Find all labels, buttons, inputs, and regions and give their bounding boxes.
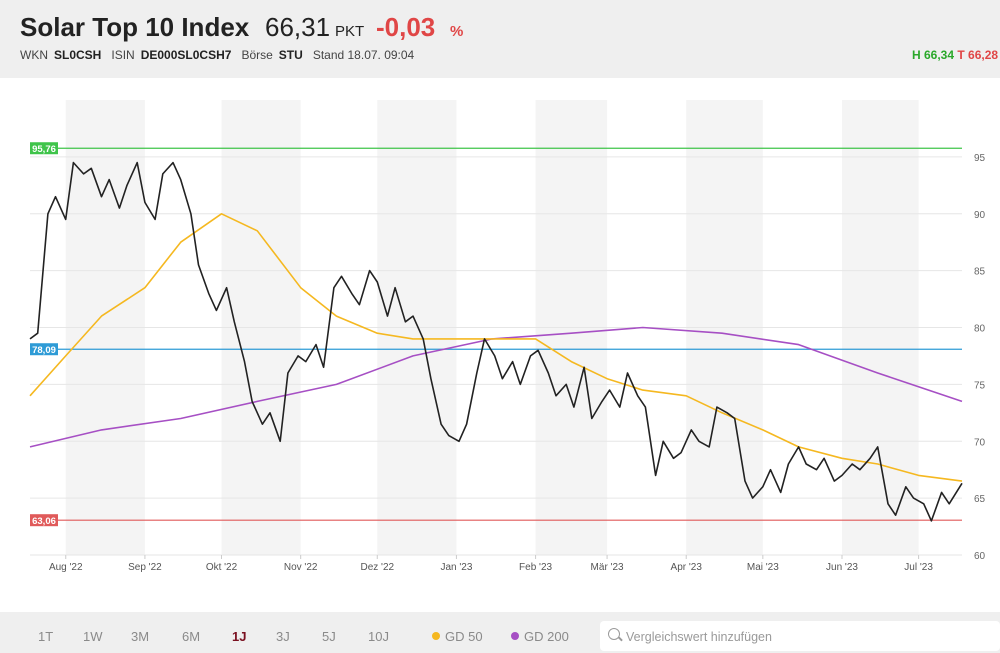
y-tick-label: 70	[974, 437, 986, 448]
legend-gd200-toggle[interactable]: GD 200	[511, 629, 569, 644]
x-tick-label: Okt '22	[206, 562, 238, 573]
y-tick-label: 90	[974, 210, 986, 221]
boerse-value: STU	[278, 48, 303, 62]
y-tick-label: 65	[974, 494, 986, 505]
security-meta: WKN SL0CSH ISIN DE000SL0CSH7 Börse STU Stan…	[20, 48, 420, 62]
gd200-series-line	[29, 326, 963, 448]
x-tick-label: Jan '23	[440, 562, 472, 573]
reference-label-box	[30, 142, 58, 155]
price-change: -0,03	[376, 12, 436, 42]
range-1j-button[interactable]: 1J	[232, 629, 247, 644]
index-title: Solar Top 10 Index	[20, 12, 250, 42]
x-tick-label: Jun '23	[826, 562, 858, 573]
x-tick-label: Mär '23	[591, 562, 624, 573]
gd50-dot-icon	[432, 632, 440, 640]
x-tick-label: Aug '22	[49, 562, 83, 573]
chart-area[interactable]: 60 65 70 75 80 85 90 95 Aug '22 Sep '22 Okt '22 Nov…	[0, 78, 1000, 612]
isin-label: ISIN	[111, 48, 135, 62]
range-1t-button[interactable]: 1T	[38, 629, 54, 644]
price-change-unit: %	[450, 23, 464, 40]
range-10j-button[interactable]: 10J	[368, 629, 389, 644]
y-tick-label: 80	[974, 324, 986, 335]
x-tick-label: Feb '23	[519, 562, 552, 573]
day-high: H 66,34	[912, 48, 955, 62]
range-3m-button[interactable]: 3M	[131, 629, 150, 644]
price-series-line	[29, 161, 963, 522]
reference-line-label: 95,76	[32, 144, 56, 155]
y-tick-label: 75	[974, 380, 986, 391]
legend-gd50-label: GD 50	[445, 629, 483, 644]
compare-input[interactable]	[624, 626, 988, 648]
quote-header: Solar Top 10 Index 66,31 PKT -0,03 % WKN…	[0, 0, 1000, 78]
x-tick-label: Nov '22	[284, 562, 318, 573]
chart-toolbar: 1T 1W 3M 6M 1J 3J 5J 10J GD 50 GD 200	[0, 612, 1000, 653]
price-unit: PKT	[335, 23, 365, 40]
day-low: T 66,28	[957, 48, 999, 62]
range-3j-button[interactable]: 3J	[276, 629, 290, 644]
wkn-value: SL0CSH	[54, 48, 102, 62]
range-6m-button[interactable]: 6M	[182, 629, 201, 644]
x-tick-label: Jul '23	[904, 562, 933, 573]
price-chart[interactable]: 60 65 70 75 80 85 90 95 Aug '22 Sep '22 Okt '22 Nov…	[0, 78, 1000, 612]
x-tick-label: Mai '23	[747, 562, 779, 573]
search-icon	[608, 628, 620, 640]
gd200-dot-icon	[511, 632, 519, 640]
range-5j-button[interactable]: 5J	[322, 629, 336, 644]
legend-gd50-toggle[interactable]: GD 50	[432, 629, 483, 644]
x-tick-label: Dez '22	[360, 562, 394, 573]
high-low: H 66,34 T 66,28	[912, 48, 998, 62]
current-price: 66,31	[265, 12, 331, 42]
reference-line-label: 63,06	[32, 516, 56, 527]
x-tick-label: Apr '23	[671, 562, 703, 573]
y-tick-label: 95	[974, 153, 986, 164]
compare-search[interactable]	[600, 621, 1000, 651]
reference-line-label: 78,09	[32, 345, 56, 356]
reference-label-box	[30, 343, 58, 356]
range-1w-button[interactable]: 1W	[83, 629, 103, 644]
x-tick-label: Sep '22	[128, 562, 162, 573]
legend-gd200-label: GD 200	[524, 629, 569, 644]
boerse-label: Börse	[241, 48, 273, 62]
reference-label-box	[30, 514, 58, 527]
isin-value: DE000SL0CSH7	[140, 48, 232, 62]
y-tick-label: 85	[974, 267, 986, 278]
wkn-label: WKN	[20, 48, 48, 62]
y-tick-label: 60	[974, 551, 986, 562]
stand-timestamp: Stand 18.07. 09:04	[312, 48, 415, 62]
